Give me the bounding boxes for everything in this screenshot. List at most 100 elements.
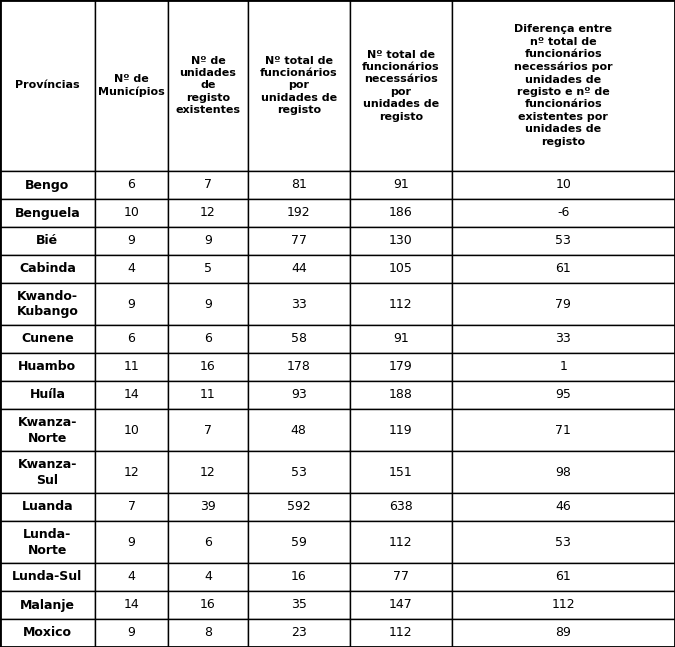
Bar [0,0,95,171]
Bar [248,493,350,521]
Bar [95,283,168,325]
Text: Cunene: Cunene [21,333,74,345]
Bar [0,353,95,381]
Bar [95,171,168,199]
Bar [248,619,350,647]
Text: 71: 71 [556,424,571,437]
Text: 46: 46 [556,501,571,514]
Bar [248,283,350,325]
Bar [95,325,168,353]
Bar [168,0,248,171]
Text: 39: 39 [200,501,216,514]
Bar [350,591,452,619]
Text: 7: 7 [128,501,136,514]
Text: 10: 10 [124,424,140,437]
Bar [0,563,95,591]
Bar [0,283,95,325]
Text: 77: 77 [393,571,409,584]
Bar [95,353,168,381]
Text: 7: 7 [204,424,212,437]
Text: 16: 16 [200,598,216,611]
Text: Kwando-
Kubango: Kwando- Kubango [16,289,78,318]
Text: 14: 14 [124,388,140,402]
Bar [168,563,248,591]
Bar [168,409,248,451]
Bar [248,451,350,493]
Text: 10: 10 [556,179,571,192]
Bar [168,381,248,409]
Bar [95,0,168,171]
Text: 12: 12 [124,465,140,479]
Text: 6: 6 [204,536,212,549]
Bar [168,619,248,647]
Text: 61: 61 [556,571,571,584]
Text: 112: 112 [389,536,412,549]
Bar [350,325,452,353]
Text: 178: 178 [287,360,310,373]
Bar [248,171,350,199]
Bar [0,451,95,493]
Text: 14: 14 [124,598,140,611]
Text: 7: 7 [204,179,212,192]
Bar [168,325,248,353]
Text: 6: 6 [128,179,136,192]
Bar [95,493,168,521]
Text: 79: 79 [556,298,571,311]
Text: 35: 35 [291,598,306,611]
Text: 1: 1 [560,360,567,373]
Text: 11: 11 [124,360,140,373]
Bar [248,199,350,227]
Text: Bengo: Bengo [25,179,70,192]
Text: Kwanza-
Norte: Kwanza- Norte [18,415,77,444]
Text: 33: 33 [291,298,306,311]
Text: Kwanza-
Sul: Kwanza- Sul [18,457,77,487]
Text: 6: 6 [204,333,212,345]
Text: 119: 119 [389,424,412,437]
Text: 179: 179 [389,360,412,373]
Bar [248,563,350,591]
Bar [95,409,168,451]
Text: 61: 61 [556,263,571,276]
Text: -6: -6 [557,206,570,219]
Bar [350,493,452,521]
Bar [248,0,350,171]
Text: 59: 59 [291,536,306,549]
Text: 8: 8 [204,626,212,639]
Text: 5: 5 [204,263,212,276]
Text: 23: 23 [291,626,306,639]
Bar [168,283,248,325]
Bar [452,283,675,325]
Bar [0,493,95,521]
Text: 112: 112 [551,598,575,611]
Bar [350,563,452,591]
Bar [0,409,95,451]
Bar [452,409,675,451]
Text: 91: 91 [393,333,408,345]
Bar [452,227,675,255]
Bar [452,619,675,647]
Bar [95,255,168,283]
Bar [452,381,675,409]
Bar [350,619,452,647]
Text: 93: 93 [291,388,306,402]
Text: 6: 6 [128,333,136,345]
Text: Cabinda: Cabinda [19,263,76,276]
Bar [452,563,675,591]
Bar [350,283,452,325]
Text: 77: 77 [291,234,306,248]
Text: Huíla: Huíla [30,388,65,402]
Bar [168,227,248,255]
Text: 9: 9 [204,298,212,311]
Bar [350,521,452,563]
Bar [0,171,95,199]
Bar [168,521,248,563]
Bar [248,381,350,409]
Bar [452,493,675,521]
Text: 12: 12 [200,465,216,479]
Text: 192: 192 [287,206,310,219]
Bar [0,381,95,409]
Bar [95,619,168,647]
Bar [0,325,95,353]
Text: Malanje: Malanje [20,598,75,611]
Bar [452,353,675,381]
